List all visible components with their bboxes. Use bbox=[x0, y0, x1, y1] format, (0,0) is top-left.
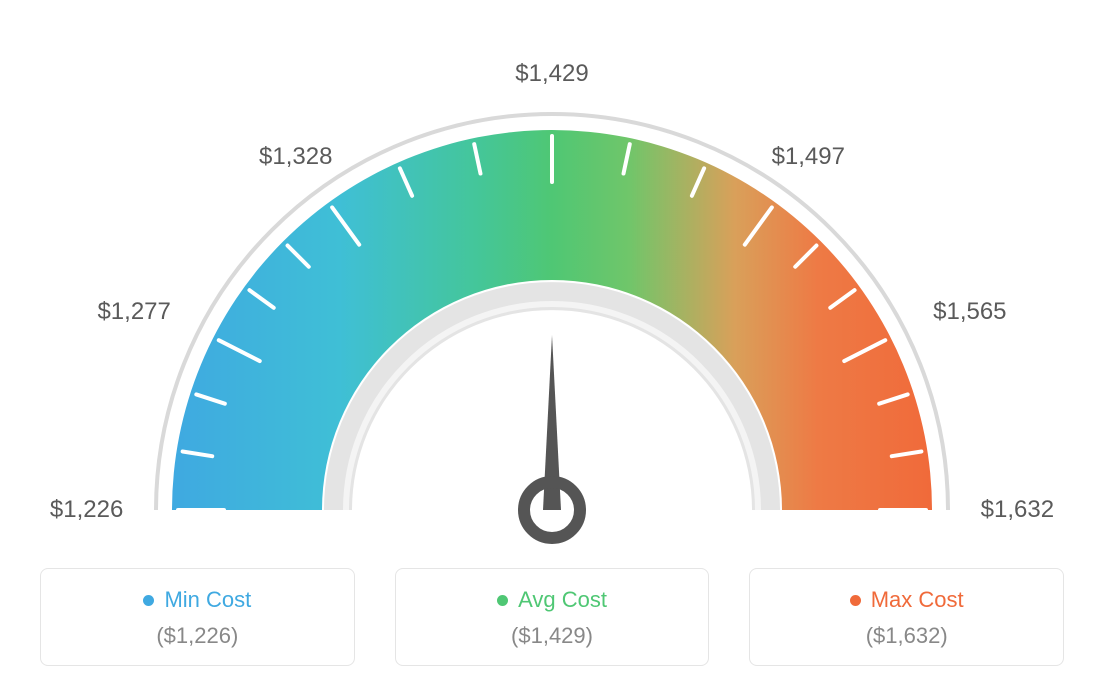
legend-title-avg: Avg Cost bbox=[497, 587, 607, 613]
dot-icon bbox=[143, 595, 154, 606]
gauge-svg bbox=[62, 40, 1042, 560]
legend-row: Min Cost ($1,226) Avg Cost ($1,429) Max … bbox=[0, 568, 1104, 666]
gauge-tick-label: $1,277 bbox=[97, 298, 170, 326]
legend-title-text: Avg Cost bbox=[518, 587, 607, 613]
legend-card-max: Max Cost ($1,632) bbox=[749, 568, 1064, 666]
legend-value-avg: ($1,429) bbox=[408, 623, 697, 649]
legend-value-max: ($1,632) bbox=[762, 623, 1051, 649]
legend-title-text: Max Cost bbox=[871, 587, 964, 613]
gauge-tick-label: $1,226 bbox=[50, 496, 123, 524]
legend-card-avg: Avg Cost ($1,429) bbox=[395, 568, 710, 666]
gauge-tick-label: $1,565 bbox=[933, 298, 1006, 326]
gauge-tick-label: $1,632 bbox=[981, 496, 1054, 524]
dot-icon bbox=[850, 595, 861, 606]
dot-icon bbox=[497, 595, 508, 606]
legend-title-text: Min Cost bbox=[164, 587, 251, 613]
legend-title-min: Min Cost bbox=[143, 587, 251, 613]
gauge-tick-label: $1,328 bbox=[259, 143, 332, 171]
gauge-tick-label: $1,429 bbox=[515, 60, 588, 88]
legend-title-max: Max Cost bbox=[850, 587, 964, 613]
legend-value-min: ($1,226) bbox=[53, 623, 342, 649]
gauge-chart: $1,226 $1,277 $1,328 $1,429 $1,497 $1,565 $1,6… bbox=[0, 0, 1104, 560]
legend-card-min: Min Cost ($1,226) bbox=[40, 568, 355, 666]
gauge-tick-label: $1,497 bbox=[772, 143, 845, 171]
